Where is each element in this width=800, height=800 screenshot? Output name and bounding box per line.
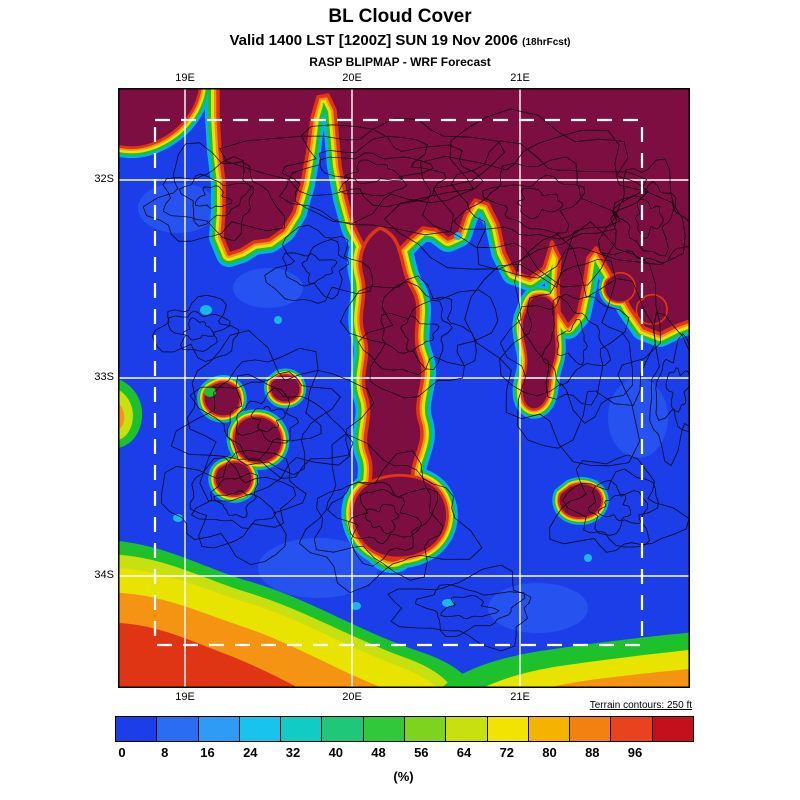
page-title: BL Cloud Cover [328,6,472,27]
colorbar-tick-label: 56 [414,745,429,760]
light-blue-patches [138,183,668,633]
axis-label-top: 20E [342,72,362,84]
colorbar-segment [487,717,529,741]
colorbar-tick-label: 80 [542,745,557,760]
nested-domain-box [153,118,644,647]
axis-label-bottom: 20E [342,691,362,703]
colorbar-segment [652,717,693,741]
left-edge-terrain-patch [118,378,143,448]
colorbar-tick-label: 24 [243,745,258,760]
coastal-band-southeast [441,632,690,688]
colorbar-tick-label: 8 [161,745,169,760]
coastal-band-southwest [118,541,475,688]
colorbar-segment [363,717,405,741]
map-area: 19E 20E 21E 19E 20E 21E 32S 33S 34S [94,72,690,703]
fcst-hours: (18hrFcst) [522,37,571,48]
colorbar-labels: 0 8 16 24 32 40 48 56 64 72 80 88 96 [115,745,692,761]
axis-label-bottom: 19E [175,691,195,703]
colorbar-segment [528,717,571,741]
axis-label-top: 21E [510,72,530,84]
colorbar-tick-label: 16 [200,745,215,760]
colorbar-segment [157,717,199,741]
colorbar-segment [570,717,612,741]
axis-label-top: 19E [175,72,195,84]
colorbar-segment [281,717,323,741]
colorbar [115,716,694,742]
colorbar-segment [446,717,488,741]
colorbar-segment [239,717,282,741]
colorbar-tick-label: 72 [499,745,515,760]
axis-label-left: 34S [94,569,114,581]
colorbar-tick-label: 40 [328,745,344,760]
axis-label-bottom: 21E [510,691,530,703]
terrain-contours-note: Terrain contours: 250 ft [589,700,692,711]
colorbar-segment [404,717,447,741]
valid-text: Valid 1400 LST [1200Z] SUN 19 Nov 2006 [229,32,518,49]
cloud-cover-map [118,88,690,688]
axis-label-left: 32S [94,173,114,185]
colorbar-tick-label: 96 [627,745,643,760]
valid-time-line: Valid 1400 LST [1200Z] SUN 19 Nov 2006 (… [0,32,800,49]
colorbar-segment [116,717,158,741]
colorbar-tick-label: 88 [585,745,600,760]
model-line: RASP BLIPMAP - WRF Forecast [309,55,491,69]
colorbar-tick-label: 48 [371,745,386,760]
colorbar-tick-label: 32 [285,745,301,760]
axis-label-left: 33S [94,371,114,383]
colorbar-segment [611,717,653,741]
units-label: (%) [393,769,414,784]
colorbar-tick-label: 64 [456,745,472,760]
colorbar-segment [198,717,240,741]
map-border [118,88,690,688]
colorbar-segment [322,717,364,741]
lat-lon-grid [118,88,690,688]
colorbar-tick-label: 0 [118,745,126,760]
terrain-contours [142,108,690,652]
